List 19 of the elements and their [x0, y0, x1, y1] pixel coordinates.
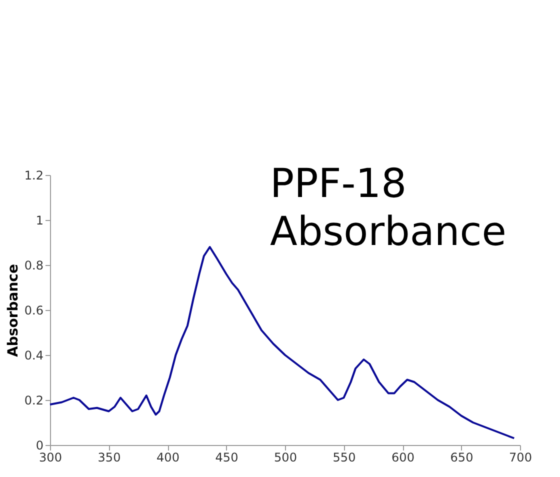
- y-tick-label: 0: [36, 438, 44, 452]
- y-tick-label: 0.8: [24, 258, 44, 272]
- y-tick-label: 0.6: [24, 304, 44, 318]
- line-series: [49, 246, 516, 440]
- x-tick-label: 450: [215, 450, 238, 464]
- x-tick-label: 650: [450, 450, 474, 464]
- y-tick-label: 0.4: [24, 348, 44, 362]
- x-tick-label: 400: [156, 450, 180, 464]
- y-axis-title: Absorbance: [5, 264, 22, 357]
- x-tick-label: 500: [274, 450, 297, 464]
- x-tick-label: 600: [392, 450, 414, 464]
- annotation: PPF-18 Absorbance: [270, 161, 506, 255]
- x-tick-label: 700: [509, 450, 532, 464]
- x-tick-label: 350: [98, 450, 121, 464]
- y-tick-label: 0.2: [24, 394, 44, 408]
- x-tick-label: 300: [39, 450, 62, 464]
- y-tick-label: 1: [36, 214, 44, 228]
- y-tick-label: 1.2: [24, 168, 44, 182]
- x-tick-label: 550: [332, 450, 356, 464]
